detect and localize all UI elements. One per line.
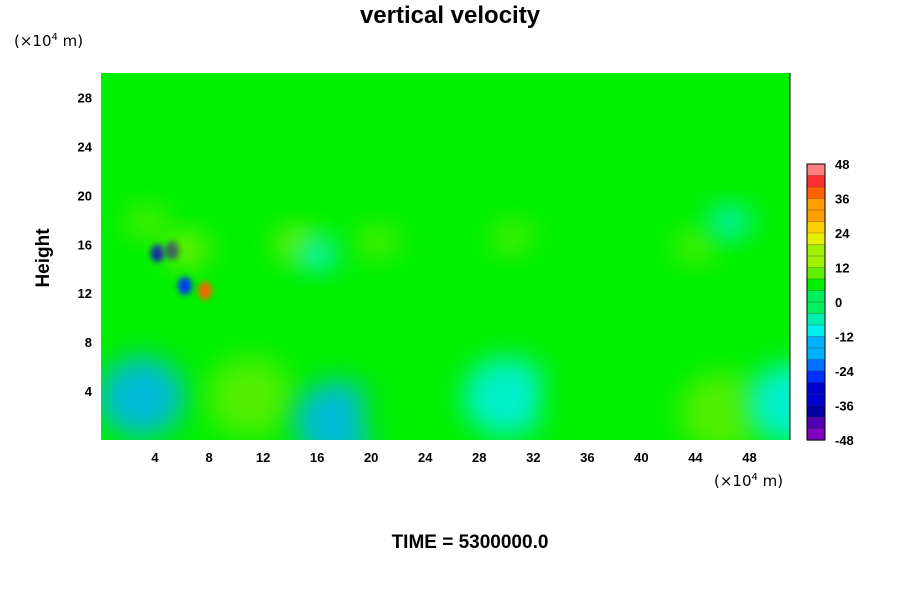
field-feature <box>101 357 185 438</box>
colorbar-segment <box>806 163 826 177</box>
colorbar-frame <box>806 163 826 441</box>
field-feature <box>746 363 790 440</box>
field-feature <box>294 381 381 440</box>
x-tick-label: 8 <box>205 450 212 465</box>
field-feature <box>491 222 535 255</box>
colorbar-segment <box>806 221 826 234</box>
x-tick-label: 32 <box>526 450 540 465</box>
colorbar-label: 36 <box>835 192 849 207</box>
x-tick-label: 28 <box>472 450 486 465</box>
field-feature <box>673 230 718 263</box>
colorbar-segment <box>806 324 826 338</box>
field-feature <box>198 281 213 300</box>
colorbar-label: 0 <box>835 295 842 310</box>
x-tick-label: 44 <box>688 450 703 465</box>
field-feature <box>707 206 751 239</box>
colorbar-label: -12 <box>835 330 854 345</box>
x-axis-unit: (×104 m) <box>714 472 784 490</box>
y-tick-label: 12 <box>78 286 92 301</box>
colorbar-segment <box>806 336 826 349</box>
time-label: TIME = 5300000.0 <box>391 532 549 553</box>
colorbar-label: 12 <box>835 261 849 276</box>
y-tick-label: 20 <box>78 188 92 203</box>
colorbar-segment <box>806 405 826 418</box>
colorbar-label: 24 <box>835 226 850 241</box>
field-feature <box>164 233 208 266</box>
x-tick-label: 24 <box>418 450 433 465</box>
colorbar-label: -48 <box>835 433 854 448</box>
field-feature <box>206 357 293 438</box>
y-tick-label: 4 <box>85 384 93 399</box>
y-tick-label: 24 <box>78 139 93 154</box>
colorbar-segment <box>806 313 826 326</box>
colorbar-segment <box>806 209 826 223</box>
field-feature <box>591 357 678 438</box>
y-tick-label: 8 <box>85 335 92 350</box>
colorbar-segment <box>806 428 826 441</box>
colorbar-segment <box>806 347 826 361</box>
colorbar-segment <box>806 393 826 407</box>
field-feature <box>356 225 400 258</box>
y-tick-label: 16 <box>78 237 92 252</box>
colorbar-segment <box>806 198 826 211</box>
colorbar-segment <box>806 232 826 246</box>
field-feature <box>463 357 550 438</box>
field-feature <box>125 206 169 239</box>
colorbar-segment <box>806 359 826 372</box>
x-tick-label: 20 <box>364 450 378 465</box>
colorbar-segment <box>806 370 826 384</box>
field-feature <box>531 240 576 273</box>
colorbar-segment <box>806 382 826 395</box>
colorbar-label: -36 <box>835 399 854 414</box>
colorbar-segment <box>806 186 826 200</box>
x-tick-label: 40 <box>634 450 648 465</box>
y-axis-unit: (×104 m) <box>14 32 84 50</box>
x-tick-label: 16 <box>310 450 324 465</box>
x-tick-label: 36 <box>580 450 594 465</box>
x-tick-label: 48 <box>742 450 756 465</box>
colorbar-segment <box>806 267 826 280</box>
field-feature <box>361 375 449 440</box>
field-feature <box>295 238 339 271</box>
y-tick-label: 28 <box>78 90 92 105</box>
colorbar-label: -24 <box>835 364 855 379</box>
field-feature <box>177 276 192 295</box>
x-tick-label: 12 <box>256 450 270 465</box>
colorbar-segment <box>806 278 826 292</box>
colorbar-label: 48 <box>835 157 849 172</box>
field-feature <box>748 246 790 279</box>
colorbar-segment <box>806 301 826 315</box>
colorbar-segment <box>806 244 826 257</box>
field-feature <box>606 234 650 267</box>
colorbar-segment <box>806 416 826 430</box>
field-feature <box>150 243 165 262</box>
colorbar-segment <box>806 255 826 269</box>
chart-title: vertical velocity <box>359 2 541 29</box>
x-tick-label: 4 <box>151 450 159 465</box>
colorbar-segment <box>806 290 826 303</box>
colorbar-segment <box>806 175 826 188</box>
field-feature <box>679 373 766 440</box>
